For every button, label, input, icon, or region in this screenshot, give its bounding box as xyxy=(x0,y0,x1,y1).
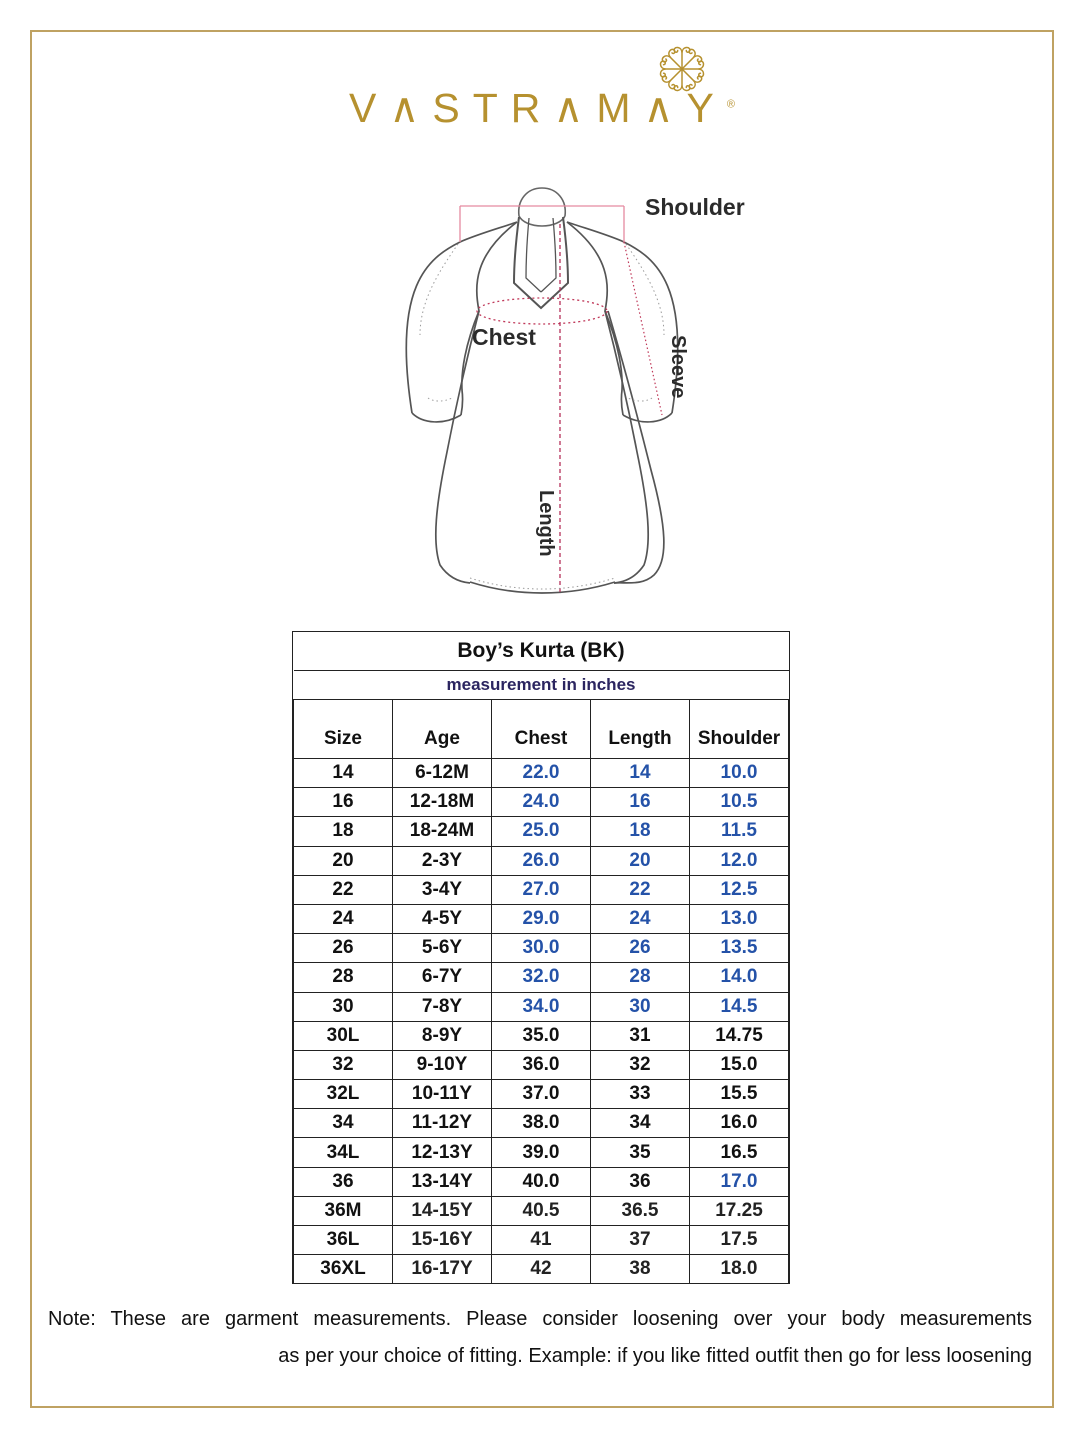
svg-text:Chest: Chest xyxy=(472,324,536,350)
svg-text:Length: Length xyxy=(535,490,557,557)
svg-text:Shoulder: Shoulder xyxy=(645,194,745,220)
svg-text:Sleeve: Sleeve xyxy=(667,335,689,398)
